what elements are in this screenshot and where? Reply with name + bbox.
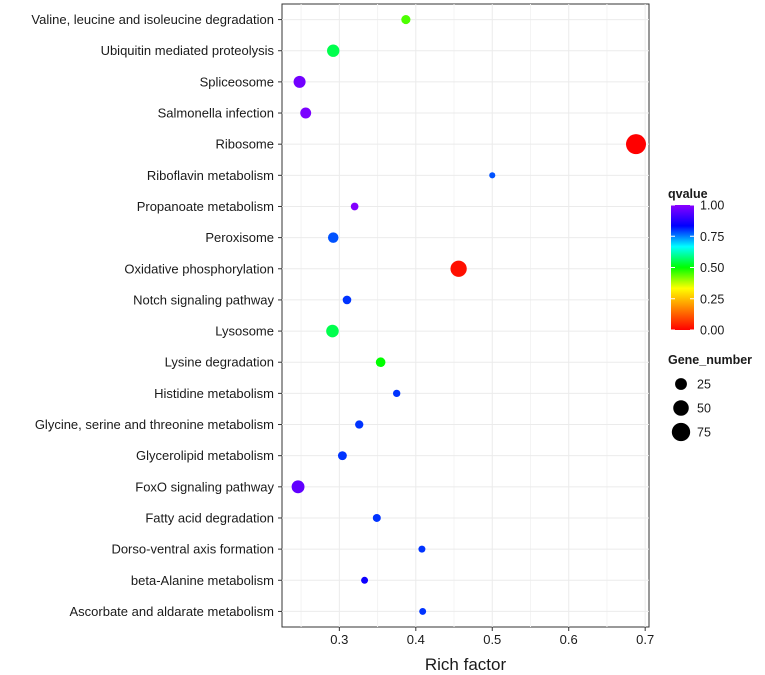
data-point (300, 107, 312, 119)
data-point (626, 134, 647, 155)
y-tick-label: Ubiquitin mediated proteolysis (101, 43, 275, 58)
data-point (419, 607, 427, 615)
y-tick-label: Oxidative phosphorylation (124, 261, 274, 276)
data-point (450, 260, 467, 277)
y-tick-label: Dorso-ventral axis formation (111, 542, 274, 557)
data-points (291, 15, 647, 615)
qvalue-tick-label: 0.50 (700, 261, 724, 275)
y-tick-label: Lysosome (215, 324, 274, 339)
y-tick-label: Glycerolipid metabolism (136, 448, 274, 463)
y-tick-label: Peroxisome (205, 230, 274, 245)
data-point (350, 202, 359, 211)
qvalue-legend: qvalue 0.00 0.25 0.50 0.75 1.00 (668, 187, 724, 338)
y-tick-label: Lysine degradation (165, 355, 274, 370)
x-tick-label: 0.3 (330, 632, 348, 647)
data-point (361, 576, 369, 584)
data-point (327, 44, 340, 57)
plot-panel (281, 3, 650, 628)
y-tick-label: Fatty acid degradation (145, 510, 274, 525)
data-point (355, 420, 364, 429)
data-point (293, 75, 306, 88)
y-axis: Valine, leucine and isoleucine degradati… (31, 12, 282, 619)
gene-number-legend-title: Gene_number (668, 353, 752, 367)
y-tick-label: Ascorbate and aldarate metabolism (69, 604, 274, 619)
gene-number-label: 75 (697, 426, 711, 440)
data-point (393, 389, 401, 398)
qvalue-colorbar (671, 205, 694, 330)
gene-number-key (673, 400, 689, 416)
y-tick-label: FoxO signaling pathway (135, 479, 274, 494)
y-tick-label: Histidine metabolism (154, 386, 274, 401)
y-tick-label: Ribosome (215, 137, 274, 152)
y-tick-label: Spliceosome (200, 74, 274, 89)
x-tick-label: 0.5 (483, 632, 501, 647)
x-tick-label: 0.6 (560, 632, 578, 647)
data-point (291, 480, 305, 494)
x-tick-label: 0.7 (636, 632, 654, 647)
gene-number-items: 25 50 75 (671, 378, 711, 442)
qvalue-tick-label: 0.00 (700, 324, 724, 338)
y-tick-label: Propanoate metabolism (137, 199, 274, 214)
x-axis: 0.3 0.4 0.5 0.6 0.7 (330, 627, 654, 647)
data-point (489, 172, 496, 179)
y-tick-label: Glycine, serine and threonine metabolism (35, 417, 274, 432)
data-point (326, 324, 339, 338)
gene-number-label: 50 (697, 402, 711, 416)
gene-number-key (675, 378, 687, 390)
qvalue-legend-title: qvalue (668, 187, 708, 201)
y-tick-label: Riboflavin metabolism (147, 168, 274, 183)
x-tick-label: 0.4 (407, 632, 425, 647)
data-point (375, 357, 386, 368)
data-point (337, 451, 347, 461)
grid-lines (282, 4, 649, 627)
gene-number-legend: Gene_number 25 50 75 (668, 353, 752, 442)
y-tick-label: Notch signaling pathway (133, 292, 274, 307)
x-axis-title: Rich factor (425, 655, 507, 674)
data-point (418, 545, 426, 553)
qvalue-tick-label: 0.25 (700, 292, 724, 306)
data-point (372, 513, 381, 522)
gene-number-label: 25 (697, 378, 711, 392)
gene-number-key (671, 422, 691, 442)
qvalue-ticks: 0.00 0.25 0.50 0.75 1.00 (671, 199, 724, 338)
data-point (327, 232, 339, 243)
qvalue-tick-label: 0.75 (700, 230, 724, 244)
y-tick-label: Salmonella infection (158, 106, 274, 121)
y-tick-label: beta-Alanine metabolism (131, 573, 274, 588)
qvalue-tick-label: 1.00 (700, 199, 724, 213)
data-point (342, 295, 352, 305)
data-point (401, 15, 411, 25)
y-tick-label: Valine, leucine and isoleucine degradati… (31, 12, 274, 27)
